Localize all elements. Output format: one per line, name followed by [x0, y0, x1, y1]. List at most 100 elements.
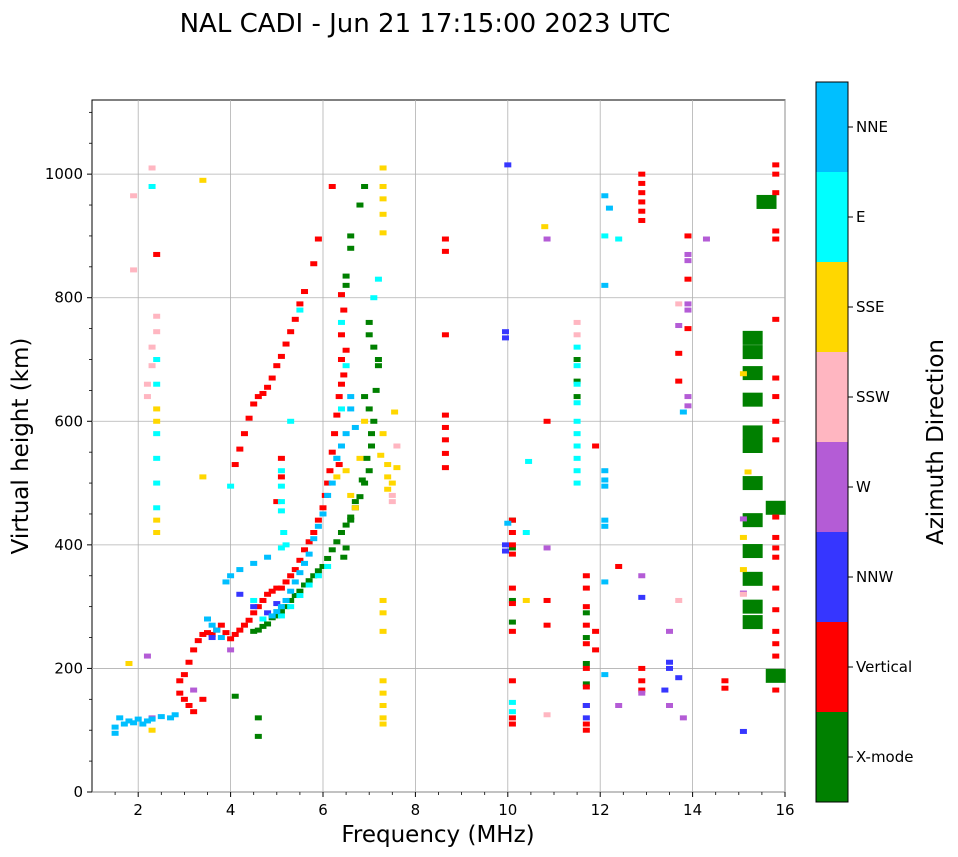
data-point-nne: [601, 483, 609, 489]
data-point-vertical: [772, 628, 780, 634]
data-point-x-mode: [361, 394, 369, 400]
data-point-nne: [347, 406, 355, 412]
data-point-vertical: [326, 468, 334, 474]
data-point-e: [153, 480, 161, 486]
data-point-x-mode: [259, 623, 267, 629]
data-point-x-mode: [368, 431, 376, 437]
data-point-vertical: [772, 534, 780, 540]
data-point-nne: [601, 193, 609, 199]
data-point-x-mode: [742, 345, 763, 360]
data-point-vertical: [684, 233, 692, 239]
data-point-vertical: [301, 289, 309, 295]
data-point-w: [679, 715, 687, 721]
data-point-vertical: [240, 431, 248, 437]
data-point-x-mode: [742, 476, 763, 491]
data-point-nne: [213, 627, 221, 633]
data-point-vertical: [543, 418, 551, 424]
data-point-vertical: [582, 721, 590, 727]
data-point-x-mode: [573, 357, 581, 362]
y-tick-label: 1000: [45, 165, 83, 183]
data-point-vertical: [268, 375, 276, 381]
data-point-vertical: [441, 437, 449, 443]
data-point-nne: [291, 579, 299, 585]
data-point-vertical: [337, 292, 345, 298]
data-point-nne: [130, 720, 138, 726]
data-point-sse: [391, 409, 399, 415]
data-point-vertical: [236, 627, 244, 633]
data-point-vertical: [675, 350, 683, 356]
data-point-sse: [153, 406, 161, 412]
data-point-sse: [744, 469, 752, 475]
data-point-vertical: [277, 585, 285, 591]
colorbar-tick-label: SSW: [856, 388, 890, 406]
data-point-e: [508, 699, 516, 705]
data-point-w: [666, 628, 673, 634]
data-point-vertical: [508, 585, 516, 591]
data-point-e: [370, 295, 378, 301]
data-point-nne: [601, 579, 609, 585]
data-point-nne: [277, 604, 285, 610]
data-point-vertical: [543, 597, 551, 603]
data-point-nnw: [666, 659, 673, 665]
data-marks: [111, 162, 786, 739]
data-point-vertical: [176, 690, 184, 696]
data-point-vertical: [254, 604, 262, 610]
data-point-vertical: [268, 588, 276, 594]
data-point-w: [684, 403, 692, 409]
data-point-e: [525, 458, 533, 464]
data-point-e: [277, 508, 285, 514]
data-point-w: [666, 703, 673, 708]
data-point-vertical: [638, 208, 646, 214]
data-point-e: [573, 468, 581, 474]
data-point-w: [190, 687, 198, 693]
data-point-e: [296, 307, 304, 313]
data-point-ssw: [153, 329, 161, 335]
data-point-x-mode: [365, 319, 373, 325]
data-point-vertical: [582, 684, 590, 690]
data-point-vertical: [772, 554, 780, 560]
colorbar-frame: [815, 81, 849, 803]
data-point-x-mode: [314, 568, 322, 574]
data-point-sse: [388, 480, 396, 486]
colorbar-swatch: [816, 172, 848, 262]
data-point-nnw: [666, 665, 673, 671]
data-point-w: [684, 251, 692, 257]
data-point-sse: [384, 486, 392, 492]
data-point-x-mode: [301, 582, 309, 588]
data-point-ssw: [543, 712, 551, 718]
data-point-x-mode: [351, 499, 359, 505]
data-point-x-mode: [742, 392, 763, 407]
data-point-vertical: [441, 412, 449, 418]
data-point-e: [153, 455, 161, 461]
colorbar-swatch: [816, 712, 848, 802]
data-point-vertical: [441, 248, 449, 254]
data-point-nnw: [582, 703, 590, 708]
data-point-ssw: [143, 394, 151, 400]
data-point-sse: [739, 534, 747, 540]
data-point-x-mode: [363, 455, 371, 461]
data-point-e: [573, 344, 581, 350]
data-point-vertical: [638, 217, 646, 223]
data-point-e: [153, 505, 161, 511]
data-point-vertical: [231, 631, 239, 637]
data-point-w: [684, 258, 692, 264]
data-point-e: [153, 357, 161, 362]
data-point-vertical: [328, 184, 336, 189]
data-point-vertical: [508, 721, 516, 727]
data-point-vertical: [340, 372, 348, 378]
data-point-nne: [351, 424, 359, 430]
colorbar-tick-label: Vertical: [856, 658, 912, 676]
x-tick-label: 8: [411, 801, 421, 819]
data-point-e: [573, 363, 581, 369]
data-point-sse: [148, 727, 156, 733]
data-point-vertical: [314, 236, 322, 242]
data-point-sse: [379, 230, 387, 236]
data-point-nnw: [250, 604, 258, 610]
data-point-nne: [296, 570, 304, 576]
data-point-w: [675, 323, 683, 329]
data-point-sse: [379, 628, 387, 634]
data-point-w: [143, 653, 151, 659]
data-point-nne: [287, 588, 295, 594]
data-point-sse: [739, 371, 747, 377]
data-point-vertical: [305, 539, 313, 545]
